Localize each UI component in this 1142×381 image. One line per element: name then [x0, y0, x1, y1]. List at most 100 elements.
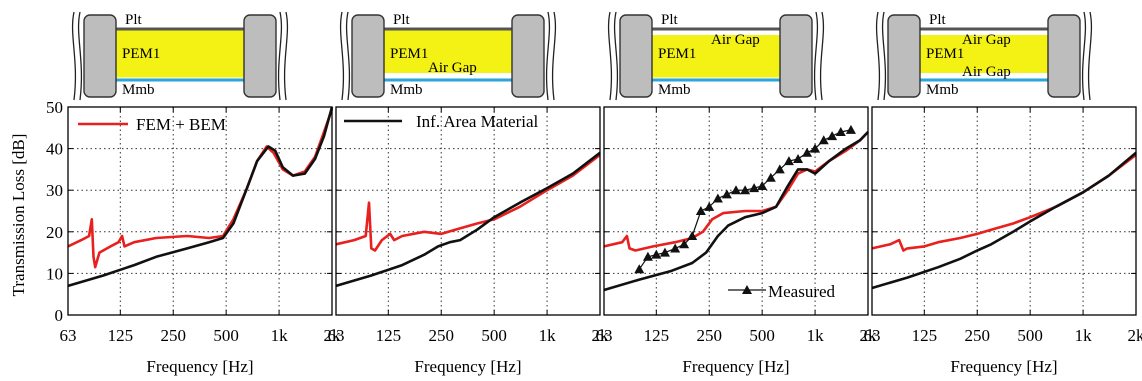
measured-point	[740, 185, 751, 195]
y-tick-label: 10	[46, 264, 63, 283]
x-axis-title: Frequency [Hz]	[950, 357, 1057, 376]
label-membrane: Mmb	[122, 82, 155, 98]
x-axis-title: Frequency [Hz]	[146, 357, 253, 376]
label-pem: PEM1	[390, 46, 428, 62]
series-line-inf-area	[871, 151, 1137, 290]
measured-point	[651, 249, 662, 259]
x-tick-label: 500	[213, 326, 239, 345]
wavy-edge	[819, 11, 825, 101]
legend-label-fem-bem: FEM + BEM	[136, 115, 226, 134]
label-membrane: Mmb	[926, 82, 959, 98]
plot-frame	[871, 106, 1137, 316]
x-tick-label: 1k	[807, 326, 825, 345]
frame-right	[779, 14, 813, 98]
measured-point	[765, 172, 776, 182]
label-air-gap-bottom: Air Gap	[962, 64, 1011, 80]
label-membrane: Mmb	[658, 82, 691, 98]
series-line-inf-area	[603, 131, 869, 292]
measured-point	[757, 181, 768, 191]
measured-point	[845, 124, 856, 134]
x-tick-label: 250	[964, 326, 990, 345]
y-tick-label: 50	[46, 98, 63, 117]
wavy-edge	[339, 11, 345, 101]
wavy-edge	[77, 11, 83, 101]
plot-frame	[335, 106, 601, 316]
wavy-edge	[875, 11, 881, 101]
frame-right	[1047, 14, 1081, 98]
x-tick-label: 2k	[324, 326, 342, 345]
plot-frame	[603, 106, 869, 316]
measured-point	[793, 154, 804, 163]
wavy-edge	[1081, 11, 1087, 101]
label-plate: Plt	[661, 12, 679, 28]
y-tick-label: 20	[46, 223, 63, 242]
x-tick-label: 1k	[1075, 326, 1093, 345]
wavy-edge	[613, 11, 619, 101]
x-tick-label: 250	[160, 326, 186, 345]
frame-left	[351, 14, 385, 98]
measured-point	[642, 251, 653, 261]
measured-point	[695, 206, 706, 215]
measured-point	[721, 189, 732, 199]
measured-point	[687, 230, 698, 240]
series-line-measured	[638, 129, 852, 270]
series-line-fem-bem	[335, 153, 601, 252]
x-axis-title: Frequency [Hz]	[414, 357, 521, 376]
measured-point	[731, 185, 742, 195]
measured-point	[704, 201, 715, 211]
measured-point	[634, 264, 645, 274]
x-tick-label: 1k	[539, 326, 557, 345]
chart-panel-4: 63 125 250 500 1k 2k Frequency [Hz]	[864, 106, 1142, 376]
x-tick-label: 250	[428, 326, 454, 345]
wavy-edge	[607, 11, 613, 101]
wavy-edge	[813, 11, 819, 101]
legend-label-inf-area: Inf. Area Material	[416, 112, 539, 131]
x-tick-label: 63	[596, 326, 613, 345]
pem-layer	[114, 30, 246, 78]
wavy-edge	[345, 11, 351, 101]
measured-point	[670, 243, 681, 253]
measured-point	[749, 183, 760, 193]
material-inset-2: Plt PEM1 Mmb Air Gap	[339, 11, 557, 101]
pem-layer	[382, 30, 514, 73]
measured-point	[774, 164, 785, 174]
measured-point	[818, 135, 829, 145]
label-pem: PEM1	[926, 46, 964, 62]
x-axis-title: Frequency [Hz]	[682, 357, 789, 376]
x-tick-label: 2k	[860, 326, 878, 345]
x-tick-label: 125	[912, 326, 938, 345]
wavy-edge	[881, 11, 887, 101]
label-plate: Plt	[929, 12, 947, 28]
x-tick-label: 125	[108, 326, 134, 345]
x-tick-label: 2k	[1128, 326, 1142, 345]
series-line-inf-area	[67, 106, 334, 288]
measured-point	[712, 193, 723, 203]
x-tick-label: 125	[644, 326, 670, 345]
label-air-gap: Air Gap	[711, 32, 760, 48]
label-pem: PEM1	[122, 46, 160, 62]
material-inset-3: Plt PEM1 Mmb Air Gap	[607, 11, 825, 101]
label-plate: Plt	[125, 12, 143, 28]
wavy-edge	[283, 11, 289, 101]
legend-label-measured: Measured	[768, 282, 836, 301]
chart-panel-1: 63 125 250 500 1k 2k 0 10 20 30 40 50 Frequency [Hz]…	[46, 98, 341, 376]
measured-point	[679, 239, 690, 249]
wavy-edge	[545, 11, 551, 101]
frame-right	[243, 14, 277, 98]
x-tick-label: 63	[864, 326, 881, 345]
measured-point	[810, 143, 821, 153]
y-tick-label: 0	[55, 306, 64, 325]
frame-right	[511, 14, 545, 98]
frame-left	[887, 14, 921, 98]
series-line-inf-area	[335, 151, 601, 288]
wavy-edge	[1087, 11, 1093, 101]
x-tick-label: 2k	[592, 326, 610, 345]
x-tick-label: 63	[60, 326, 77, 345]
pem-layer	[650, 35, 782, 78]
plot-frame	[67, 106, 333, 316]
y-axis-title: Transmission Loss [dB]	[9, 134, 28, 297]
x-tick-label: 500	[481, 326, 507, 345]
y-tick-label: 40	[46, 140, 63, 159]
x-tick-label: 1k	[271, 326, 289, 345]
